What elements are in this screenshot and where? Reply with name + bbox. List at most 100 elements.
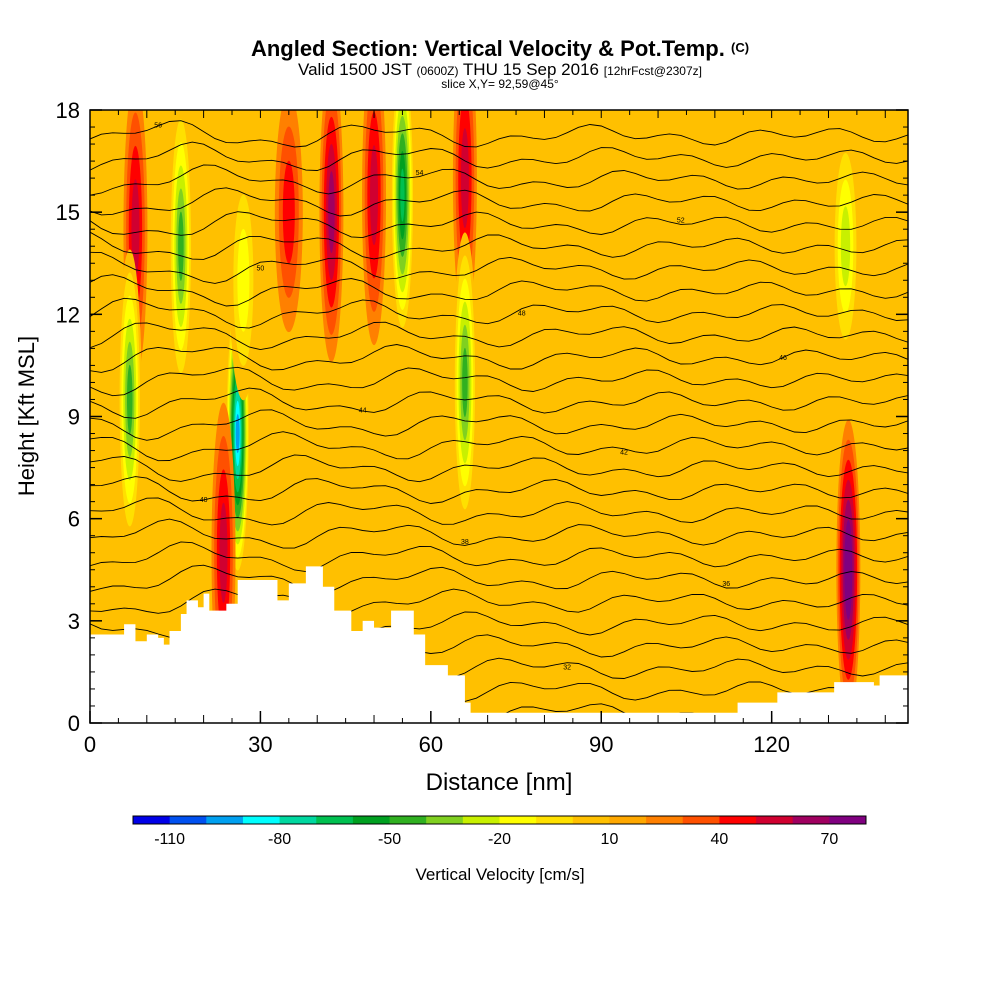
- theta-contour: [90, 518, 908, 549]
- x-tick-label: 120: [753, 732, 790, 757]
- terrain: [90, 566, 908, 723]
- colorbar-swatch: [829, 816, 867, 824]
- contour-label: 48: [518, 310, 526, 317]
- contour-label: 38: [461, 539, 469, 546]
- forecast-tag: [12hrFcst@2307z]: [603, 64, 702, 78]
- velocity-cell-ring: [131, 179, 140, 280]
- colorbar-swatch: [719, 816, 757, 824]
- theta-contour: [90, 564, 908, 595]
- velocity-cell-ring: [462, 347, 468, 418]
- colorbar-swatch: [756, 816, 794, 824]
- theta-contour: [90, 409, 908, 441]
- colorbar-frame: [132, 815, 867, 825]
- colorbar-swatch: [462, 816, 500, 824]
- colorbar-swatch: [169, 816, 207, 824]
- velocity-cell: [274, 110, 303, 333]
- contour-label: 52: [677, 218, 685, 225]
- colorbar-swatch: [206, 816, 244, 824]
- slice-info: slice X,Y= 92,59@45°: [441, 77, 559, 91]
- theta-contour: [90, 274, 908, 307]
- velocity-cell-ring: [460, 128, 469, 229]
- theta-contour: [90, 297, 908, 329]
- velocity-cell: [229, 160, 258, 401]
- colorbar-tick-label: 40: [711, 831, 729, 848]
- velocity-cell-ring: [400, 168, 405, 222]
- x-tick-label: 90: [589, 732, 613, 757]
- velocity-cell-ring: [840, 206, 851, 287]
- theta-contour: [90, 387, 908, 419]
- contour-label: 42: [620, 449, 628, 456]
- chart-title-tag: (C): [731, 40, 750, 55]
- y-tick-label: 0: [68, 711, 80, 736]
- colorbar-tick-label: -20: [488, 831, 511, 848]
- velocity-cell-ring: [328, 171, 335, 254]
- x-axis-label: Distance [nm]: [426, 769, 573, 796]
- y-tick-label: 6: [68, 507, 80, 532]
- velocity-cell-ring: [845, 539, 851, 600]
- theta-contour: [90, 497, 908, 526]
- colorbar-swatch: [426, 816, 464, 824]
- contour-label: 50: [257, 265, 265, 272]
- velocity-cell-ring: [178, 211, 184, 281]
- velocity-cell-ring: [235, 413, 240, 454]
- velocity-cell: [362, 110, 387, 346]
- colorbar-swatch: [682, 816, 720, 824]
- colorbar-swatch: [646, 816, 684, 824]
- valid-utc: (0600Z): [416, 64, 459, 78]
- velocity-cell: [836, 419, 861, 720]
- chart-title: Angled Section: Vertical Velocity & Pot.…: [0, 36, 1000, 62]
- theta-contour: [90, 541, 908, 573]
- y-axis-label: Height [Kft MSL]: [14, 336, 39, 496]
- theta-contour: [90, 431, 908, 462]
- colorbar-swatch: [389, 816, 427, 824]
- colorbar-swatch: [572, 816, 610, 824]
- contour-label: 36: [722, 581, 730, 588]
- colorbar-tick-label: 10: [601, 831, 619, 848]
- y-tick-label: 3: [68, 609, 80, 634]
- theta-contour: [90, 476, 908, 504]
- colorbar-tick-label: -110: [154, 831, 185, 848]
- velocity-cell-ring: [126, 364, 133, 435]
- colorbar: -110 -80 -50 -20 10 40 70: [132, 815, 867, 848]
- y-tick-label: 18: [56, 98, 80, 123]
- theta-contour: [90, 366, 908, 397]
- colorbar-swatch: [316, 816, 354, 824]
- colorbar-tick-label: -80: [268, 831, 291, 848]
- velocity-cell: [831, 126, 860, 367]
- x-tick-label: 0: [84, 732, 96, 757]
- theta-contour: [90, 187, 908, 217]
- theta-contour: [90, 231, 908, 260]
- theta-contour: [90, 454, 908, 483]
- contour-label: 40: [200, 497, 208, 504]
- contour-label: 32: [563, 664, 571, 671]
- colorbar-tick-label: 70: [820, 831, 838, 848]
- theta-contour: [90, 251, 908, 284]
- velocity-cell-ring: [237, 228, 250, 332]
- chart-title-main: Angled Section: Vertical Velocity & Pot.…: [250, 36, 725, 61]
- y-tick-label: 12: [56, 302, 80, 327]
- y-tick-label: 9: [68, 405, 80, 430]
- theta-contour: [90, 164, 908, 196]
- plot-area: 2932343638404244464850525456: [90, 110, 908, 723]
- velocity-cell-ring: [370, 145, 379, 246]
- theta-contour: [90, 120, 908, 148]
- theta-contour: [90, 141, 908, 171]
- valid-time: Valid 1500 JST: [298, 60, 412, 79]
- contour-label: 54: [416, 170, 424, 177]
- colorbar-tick-label: -50: [378, 831, 401, 848]
- colorbar-swatch: [352, 816, 391, 824]
- theta-contour: [90, 321, 908, 351]
- contour-label: 46: [779, 355, 787, 362]
- velocity-cell-ring: [219, 502, 228, 603]
- chart-subtitle: Valid 1500 JST (0600Z) THU 15 Sep 2016 […: [0, 60, 1000, 80]
- colorbar-swatch: [792, 816, 830, 824]
- contour-label: 56: [154, 123, 162, 130]
- y-tick-label: 15: [56, 200, 80, 225]
- velocity-cell-ring: [282, 160, 295, 264]
- colorbar-swatch: [242, 816, 281, 824]
- colorbar-swatch: [609, 816, 647, 824]
- theta-contour: [90, 588, 908, 616]
- colorbar-label: Vertical Velocity [cm/s]: [415, 865, 584, 884]
- colorbar-swatch: [279, 816, 317, 824]
